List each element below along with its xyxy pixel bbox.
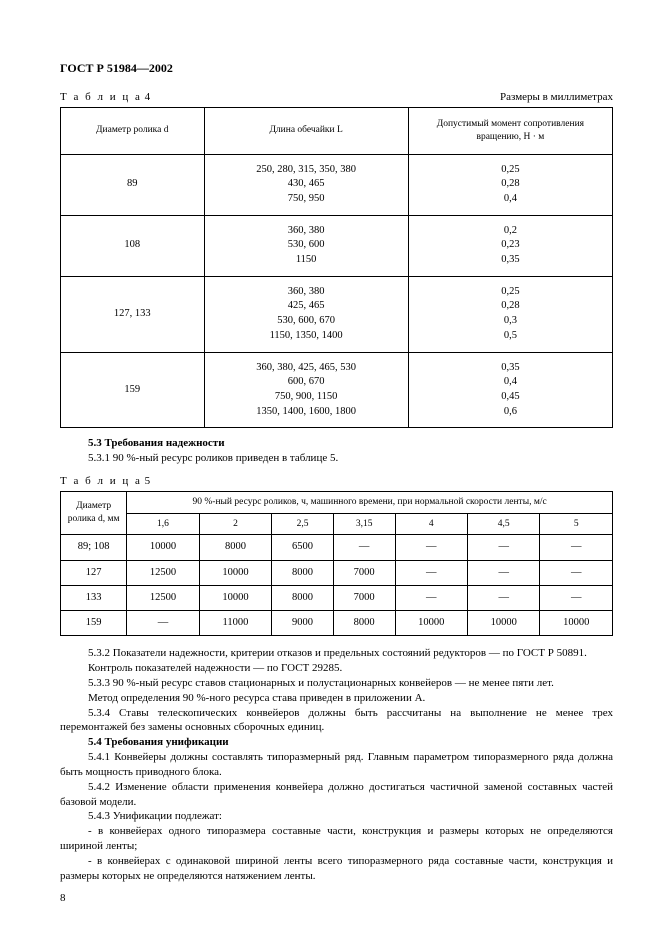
table-cell: — bbox=[467, 560, 539, 585]
p-5-4-1: 5.4.1 Конвейеры должны составлять типора… bbox=[60, 750, 613, 780]
p-5-4-2: 5.4.2 Изменение области применения конве… bbox=[60, 780, 613, 810]
table-row: 127, 133360, 380425, 465530, 600, 670115… bbox=[61, 276, 613, 352]
table4-h2: Длина обечайки L bbox=[204, 108, 408, 155]
table-cell: 0,250,280,30,5 bbox=[408, 276, 612, 352]
table-cell: 0,20,230,35 bbox=[408, 215, 612, 276]
bullet-2: - в конвейерах с одинаковой шириной лент… bbox=[60, 854, 613, 884]
table-cell: 108 bbox=[61, 215, 205, 276]
table-cell: — bbox=[467, 535, 539, 560]
table5-caption: Т а б л и ц а 5 bbox=[60, 474, 613, 489]
page-number: 8 bbox=[60, 891, 66, 906]
table-cell: 360, 380, 425, 465, 530600, 670750, 900,… bbox=[204, 352, 408, 428]
table5-speed-header: 4 bbox=[395, 513, 467, 535]
table-cell: 360, 380530, 6001150 bbox=[204, 215, 408, 276]
table-row: 159360, 380, 425, 465, 530600, 670750, 9… bbox=[61, 352, 613, 428]
table-cell: — bbox=[395, 535, 467, 560]
p-5-3-2b: Контроль показателей надежности — по ГОС… bbox=[60, 661, 613, 676]
table4-label-num: 4 bbox=[145, 91, 151, 103]
table5-speed-header: 2 bbox=[199, 513, 271, 535]
table-cell: — bbox=[540, 585, 613, 610]
table-cell: 133 bbox=[61, 585, 127, 610]
table-cell: 127 bbox=[61, 560, 127, 585]
p-5-4-3: 5.4.3 Унификации подлежат: bbox=[60, 809, 613, 824]
table-cell: 159 bbox=[61, 610, 127, 635]
table-row: 89250, 280, 315, 350, 380430, 465750, 95… bbox=[61, 154, 613, 215]
table5-speed-header: 5 bbox=[540, 513, 613, 535]
table-cell: 10000 bbox=[199, 585, 271, 610]
table4: Диаметр ролика d Длина обечайки L Допуст… bbox=[60, 107, 613, 428]
table-cell: 10000 bbox=[127, 535, 199, 560]
table5-header-row2: 1,622,53,1544,55 bbox=[61, 513, 613, 535]
table5-label-prefix: Т а б л и ц а bbox=[60, 475, 142, 487]
section-5-3: 5.3 Требования надежности 5.3.1 90 %-ный… bbox=[60, 436, 613, 466]
h-5-4: 5.4 Требования унификации bbox=[60, 735, 613, 750]
p-5-3-2: 5.3.2 Показатели надежности, критерии от… bbox=[60, 646, 613, 661]
table-cell: 10000 bbox=[199, 560, 271, 585]
table4-h1: Диаметр ролика d bbox=[61, 108, 205, 155]
table-cell: 12500 bbox=[127, 585, 199, 610]
table-cell: — bbox=[127, 610, 199, 635]
table-cell: 10000 bbox=[540, 610, 613, 635]
table5-header-row1: Диаметр ролика d, мм 90 %-ный ресурс рол… bbox=[61, 491, 613, 513]
table-cell: 250, 280, 315, 350, 380430, 465750, 950 bbox=[204, 154, 408, 215]
table-row: 108360, 380530, 60011500,20,230,35 bbox=[61, 215, 613, 276]
table-cell: 127, 133 bbox=[61, 276, 205, 352]
table4-units: Размеры в миллиметрах bbox=[500, 90, 613, 105]
p-5-3-1: 5.3.1 90 %-ный ресурс роликов приведен в… bbox=[60, 451, 613, 466]
table-cell: 11000 bbox=[199, 610, 271, 635]
table-cell: 9000 bbox=[272, 610, 334, 635]
bullet-1: - в конвейерах одного типоразмера состав… bbox=[60, 824, 613, 854]
table-cell: 0,350,40,450,6 bbox=[408, 352, 612, 428]
table-cell: 0,250,280,4 bbox=[408, 154, 612, 215]
table5-speed-header: 1,6 bbox=[127, 513, 199, 535]
table5-speed-header: 3,15 bbox=[333, 513, 395, 535]
page: ГОСТ Р 51984—2002 Т а б л и ц а 4 Размер… bbox=[0, 0, 661, 936]
table-cell: 7000 bbox=[333, 585, 395, 610]
table-cell: 89 bbox=[61, 154, 205, 215]
table-row: 89; 1081000080006500———— bbox=[61, 535, 613, 560]
body-paragraphs: 5.3.2 Показатели надежности, критерии от… bbox=[60, 646, 613, 884]
table-cell: 89; 108 bbox=[61, 535, 127, 560]
table-cell: 8000 bbox=[199, 535, 271, 560]
p-5-3-3: 5.3.3 90 %-ный ресурс ставов стационарны… bbox=[60, 676, 613, 691]
table-row: 133125001000080007000——— bbox=[61, 585, 613, 610]
table5-speed-header: 2,5 bbox=[272, 513, 334, 535]
p-5-3-3b: Метод определения 90 %-ного ресурса став… bbox=[60, 691, 613, 706]
table-cell: 8000 bbox=[272, 560, 334, 585]
table-cell: — bbox=[333, 535, 395, 560]
table-cell: 8000 bbox=[272, 585, 334, 610]
table4-h3: Допустимый момент сопротивления вращению… bbox=[408, 108, 612, 155]
table-cell: — bbox=[540, 560, 613, 585]
table-row: 159—1100090008000100001000010000 bbox=[61, 610, 613, 635]
table-cell: 159 bbox=[61, 352, 205, 428]
table-row: 127125001000080007000——— bbox=[61, 560, 613, 585]
table-cell: — bbox=[395, 560, 467, 585]
table-cell: — bbox=[467, 585, 539, 610]
table-cell: — bbox=[540, 535, 613, 560]
table-cell: 12500 bbox=[127, 560, 199, 585]
table-cell: 7000 bbox=[333, 560, 395, 585]
table5: Диаметр ролика d, мм 90 %-ный ресурс рол… bbox=[60, 491, 613, 636]
table4-caption-row: Т а б л и ц а 4 Размеры в миллиметрах bbox=[60, 90, 613, 105]
h-5-3: 5.3 Требования надежности bbox=[60, 436, 613, 451]
table4-label-prefix: Т а б л и ц а bbox=[60, 91, 142, 103]
table5-speed-header: 4,5 bbox=[467, 513, 539, 535]
table-cell: 360, 380425, 465530, 600, 6701150, 1350,… bbox=[204, 276, 408, 352]
table4-label: Т а б л и ц а 4 bbox=[60, 90, 150, 105]
table-cell: 6500 bbox=[272, 535, 334, 560]
table5-label-num: 5 bbox=[145, 475, 151, 487]
table5-span-header: 90 %-ный ресурс роликов, ч, машинного вр… bbox=[127, 491, 613, 513]
table-cell: 8000 bbox=[333, 610, 395, 635]
p-5-3-4: 5.3.4 Ставы телескопических конвейеров д… bbox=[60, 706, 613, 736]
table4-header-row: Диаметр ролика d Длина обечайки L Допуст… bbox=[61, 108, 613, 155]
doc-header: ГОСТ Р 51984—2002 bbox=[60, 60, 613, 76]
table-cell: 10000 bbox=[467, 610, 539, 635]
table5-rowlabel: Диаметр ролика d, мм bbox=[61, 491, 127, 535]
table-cell: 10000 bbox=[395, 610, 467, 635]
table-cell: — bbox=[395, 585, 467, 610]
